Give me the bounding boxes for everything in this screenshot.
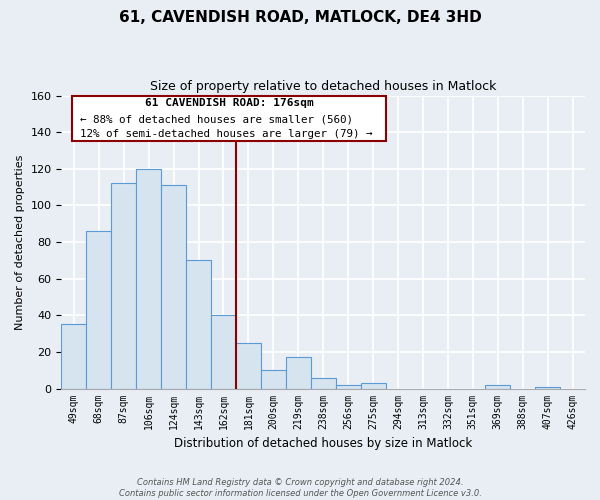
Text: 12% of semi-detached houses are larger (79) →: 12% of semi-detached houses are larger (… [80, 130, 372, 140]
Y-axis label: Number of detached properties: Number of detached properties [15, 154, 25, 330]
Bar [286, 358, 311, 388]
Bar [211, 316, 236, 388]
Bar [61, 324, 86, 388]
Bar [335, 385, 361, 388]
Bar [236, 343, 261, 388]
Bar [485, 385, 510, 388]
Bar [535, 386, 560, 388]
Bar [311, 378, 335, 388]
Bar [111, 184, 136, 388]
Bar [361, 383, 386, 388]
Text: 61, CAVENDISH ROAD, MATLOCK, DE4 3HD: 61, CAVENDISH ROAD, MATLOCK, DE4 3HD [119, 10, 481, 25]
X-axis label: Distribution of detached houses by size in Matlock: Distribution of detached houses by size … [174, 437, 472, 450]
Bar [161, 186, 186, 388]
Bar [86, 231, 111, 388]
Bar [136, 169, 161, 388]
Title: Size of property relative to detached houses in Matlock: Size of property relative to detached ho… [150, 80, 496, 93]
FancyBboxPatch shape [72, 96, 386, 141]
Bar [186, 260, 211, 388]
Bar [261, 370, 286, 388]
Text: Contains HM Land Registry data © Crown copyright and database right 2024.
Contai: Contains HM Land Registry data © Crown c… [119, 478, 481, 498]
Text: ← 88% of detached houses are smaller (560): ← 88% of detached houses are smaller (56… [80, 114, 353, 124]
Text: 61 CAVENDISH ROAD: 176sqm: 61 CAVENDISH ROAD: 176sqm [145, 98, 313, 108]
